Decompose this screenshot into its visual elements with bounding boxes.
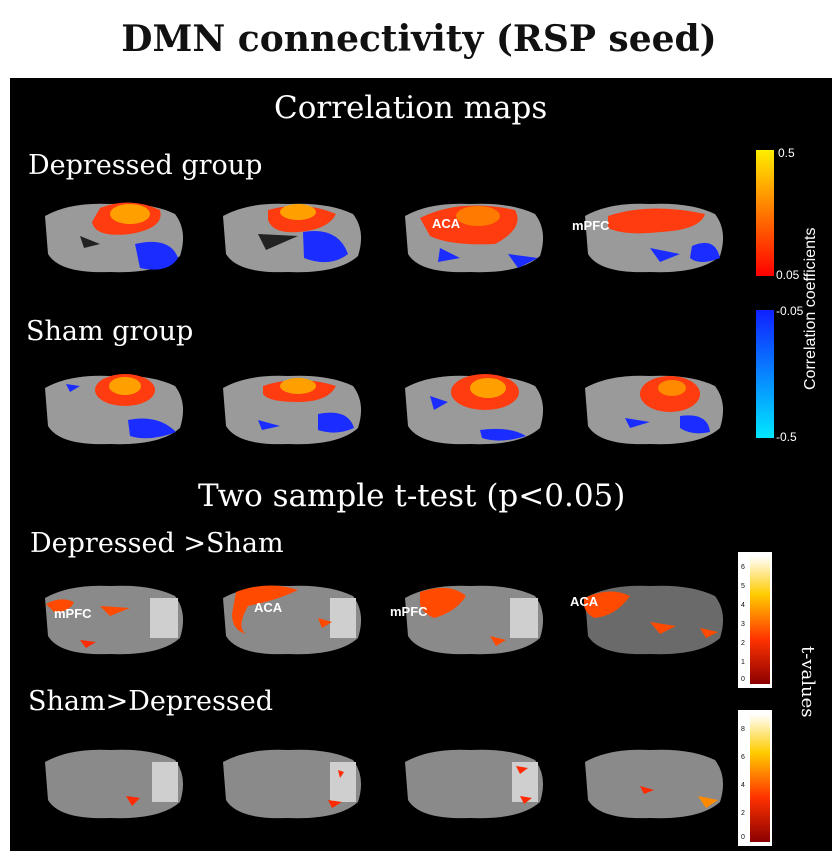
sham-gt-dep-slice-4 bbox=[585, 749, 724, 819]
sham-brain-slice-4 bbox=[585, 375, 724, 445]
correlation-maps-heading: Correlation maps bbox=[274, 90, 548, 126]
colorbar-neg-max: -0.5 bbox=[776, 430, 797, 444]
sham-brain-slice-3 bbox=[405, 374, 544, 445]
depressed-brain-slice-3 bbox=[405, 203, 544, 273]
colorbar-pos-min: 0.05 bbox=[776, 268, 800, 282]
tvalue-colorbar-1 bbox=[750, 556, 770, 684]
depressed-group-label: Depressed group bbox=[28, 150, 263, 181]
annotation-aca-row1: ACA bbox=[432, 216, 461, 231]
depressed-brain-slice-1 bbox=[45, 202, 184, 273]
depressed-brain-slice-2 bbox=[223, 203, 362, 273]
ttest-heading: Two sample t-test (p<0.05) bbox=[198, 478, 626, 514]
tvalue-colorbar-2 bbox=[750, 714, 770, 842]
tvalue2-tick-4: 4 bbox=[741, 782, 745, 789]
correlation-colorbar-label: Correlation coefficients bbox=[802, 227, 819, 390]
annotation-aca-row3b: ACA bbox=[570, 594, 599, 609]
correlation-negative-colorbar bbox=[756, 310, 774, 438]
tvalue2-tick-6: 6 bbox=[741, 754, 745, 761]
dep-gt-sham-slice-2 bbox=[223, 585, 362, 655]
tvalue2-tick-2: 2 bbox=[741, 810, 745, 817]
dep-gt-sham-slice-3 bbox=[405, 585, 544, 655]
tvalue2-tick-0: 0 bbox=[741, 834, 745, 841]
sham-brain-slice-2 bbox=[223, 375, 362, 445]
sham-gt-dep-slice-2 bbox=[223, 749, 362, 819]
tvalue1-tick-0: 0 bbox=[741, 676, 745, 683]
tvalue2-tick-8: 8 bbox=[741, 726, 745, 733]
tvalue1-tick-1: 1 bbox=[741, 659, 745, 666]
annotation-aca-row3a: ACA bbox=[254, 600, 283, 615]
colorbar-pos-max: 0.5 bbox=[778, 146, 795, 160]
depressed-gt-sham-label: Depressed >Sham bbox=[30, 528, 284, 559]
sham-gt-depressed-label: Sham>Depressed bbox=[28, 686, 273, 717]
figure-title: DMN connectivity (RSP seed) bbox=[121, 18, 717, 60]
correlation-positive-colorbar bbox=[756, 150, 774, 276]
annotation-mpfc-row3a: mPFC bbox=[54, 606, 92, 621]
tvalue1-tick-5: 5 bbox=[741, 583, 745, 590]
tvalue1-tick-4: 4 bbox=[741, 602, 745, 609]
tvalue-colorbar-label: t-values bbox=[797, 646, 818, 718]
sham-brain-slice-1 bbox=[45, 374, 184, 445]
annotation-mpfc-row3b: mPFC bbox=[390, 604, 428, 619]
tvalue1-tick-3: 3 bbox=[741, 621, 745, 628]
tvalue1-tick-2: 2 bbox=[741, 640, 745, 647]
colorbar-neg-min: -0.05 bbox=[776, 304, 804, 318]
dep-gt-sham-slice-4 bbox=[584, 585, 724, 655]
sham-gt-dep-slice-1 bbox=[45, 749, 184, 819]
tvalue1-tick-6: 6 bbox=[741, 564, 745, 571]
figure-panel: Correlation maps Depressed group Sham gr… bbox=[10, 78, 832, 851]
dep-gt-sham-slice-1 bbox=[45, 585, 184, 655]
sham-gt-dep-slice-3 bbox=[405, 749, 544, 819]
depressed-brain-slice-4 bbox=[585, 203, 724, 273]
annotation-mpfc-row1: mPFC bbox=[572, 218, 610, 233]
sham-group-label: Sham group bbox=[26, 316, 194, 347]
